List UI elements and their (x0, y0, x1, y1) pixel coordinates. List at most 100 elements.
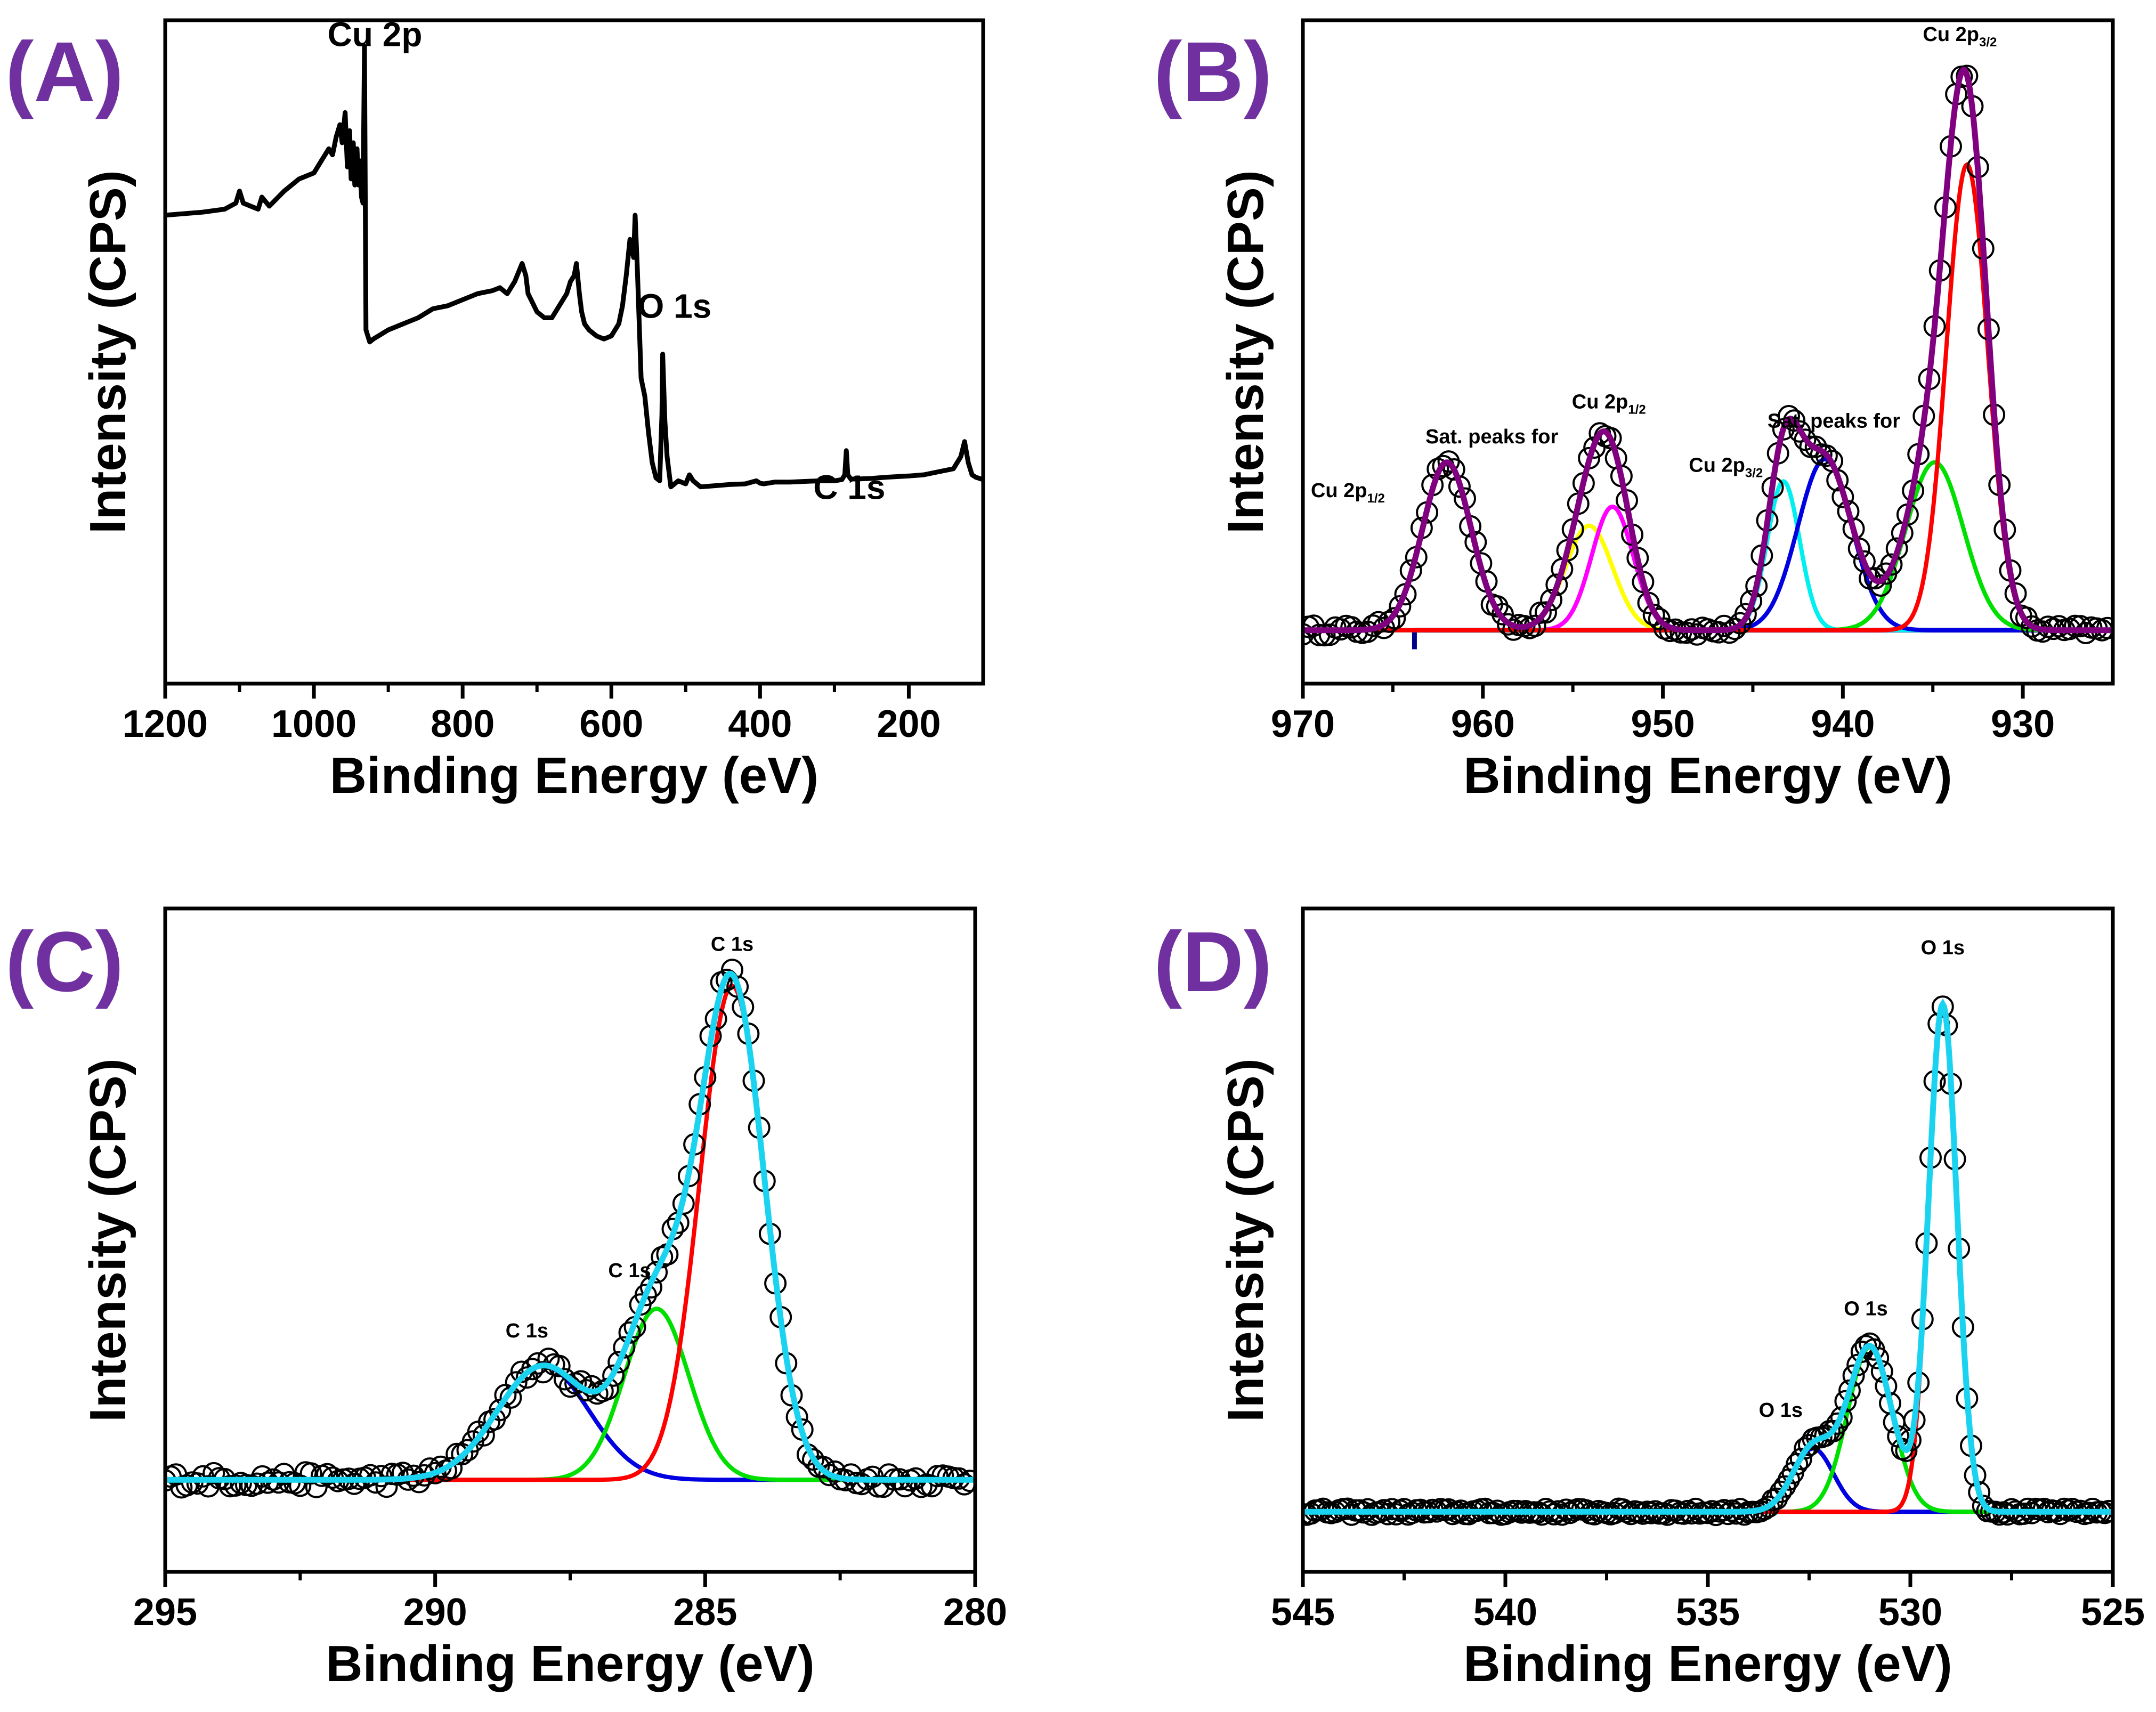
annotations: C 1s C 1s C 1s (506, 934, 753, 1342)
panel-d: 545 540 535 530 525 Binding Energy (eV) Intens… (1154, 906, 2145, 1692)
raw-point (1815, 444, 1838, 467)
peak-annotation: Cu 2p1/2 (1311, 480, 1385, 506)
panel-label-a: (A) (5, 24, 124, 119)
annotation-subscript: 1/2 (1367, 491, 1385, 506)
panel-a: 1200 1000 800 600 400 200 Binding Energy (eV) I… (5, 15, 985, 804)
component-yellow (1303, 523, 2113, 632)
raw-point (850, 1473, 873, 1496)
raw-point (246, 1472, 269, 1495)
component-green (165, 1307, 975, 1482)
annotation-text: O 1s (638, 287, 712, 326)
raw-point (1540, 589, 1563, 611)
raw-point (721, 959, 743, 981)
peak-annotation: Cu 2p3/2 (1689, 455, 1763, 481)
x-tick-label: 530 (1878, 1591, 1942, 1634)
panel-label-b: (B) (1154, 24, 1272, 119)
y-axis-title: Intensity (CPS) (1217, 1058, 1274, 1422)
x-tick-label: 1000 (271, 703, 356, 745)
peak-annotation: Cu 2p3/2 (1923, 23, 1997, 50)
x-tick-label: 535 (1676, 1591, 1740, 1634)
component-red (1303, 1001, 2113, 1514)
plot-frame (163, 18, 985, 686)
raw-point (2047, 615, 2070, 638)
raw-point (472, 1424, 495, 1447)
annotation-text: C 1s (608, 1260, 651, 1282)
raw-point (299, 1462, 322, 1485)
plot-area-d (1303, 995, 2113, 1527)
raw-point (726, 975, 749, 998)
raw-point (1867, 1346, 1890, 1369)
raw-point (505, 1371, 528, 1394)
raw-point (1734, 603, 1757, 626)
raw-point (316, 1463, 338, 1486)
peak-annotation: Cu 2p (328, 15, 423, 54)
annotation-text: O 1s (1844, 1298, 1887, 1320)
x-axis: 1200 1000 800 600 400 200 (123, 684, 941, 745)
peak-annotation: Cu 2p1/2 (1572, 391, 1646, 417)
x-tick-label: 280 (943, 1591, 1007, 1634)
plot-frame (1301, 906, 2115, 1574)
peak-annotation: C 1s (813, 468, 885, 506)
x-tick-label: 285 (673, 1591, 737, 1634)
raw-point (1789, 1448, 1812, 1471)
x-tick-label: 930 (1991, 703, 2055, 745)
annotation-subscript: 3/2 (1979, 35, 1997, 50)
raw-point (1846, 1353, 1869, 1376)
peak-annotation: Sat. peaks for (1768, 410, 1900, 432)
plot-area-b (1303, 64, 2113, 650)
raw-point (1826, 1412, 1849, 1435)
x-tick-label: 290 (403, 1591, 467, 1634)
annotation-text: C 1s (506, 1320, 548, 1342)
x-axis: 970 960 950 940 930 (1271, 684, 2055, 745)
component-green (1303, 460, 2113, 632)
component-green (1303, 1345, 2113, 1514)
x-tick-label: 970 (1271, 703, 1335, 745)
annotation-text: C 1s (711, 934, 753, 956)
raw-point (634, 1284, 657, 1307)
annotation-text: C 1s (813, 468, 885, 506)
x-tick-label: 600 (579, 703, 643, 745)
peak-annotation: O 1s (1844, 1298, 1887, 1320)
plot-area-c (165, 959, 975, 1499)
y-axis-title: Intensity (CPS) (1217, 170, 1274, 534)
raw-point (1850, 1341, 1873, 1363)
x-tick-label: 545 (1271, 1591, 1335, 1634)
raw-point (370, 1465, 393, 1488)
x-axis: 545 540 535 530 525 (1271, 1572, 2145, 1634)
annotation-subscript: 1/2 (1628, 403, 1646, 417)
raw-point (202, 1462, 225, 1484)
panel-label-d: (D) (1154, 914, 1272, 1009)
annotation-text: O 1s (1759, 1399, 1803, 1422)
raw-point (1880, 553, 1903, 576)
peak-annotation: Sat. peaks for (1425, 426, 1558, 448)
raw-point (1757, 1495, 1780, 1518)
raw-point (1491, 603, 1514, 626)
raw-point (1535, 601, 1557, 624)
panel-b: 970 960 950 940 930 Binding Energy (eV) Intens… (1154, 18, 2115, 804)
x-tick-label: 400 (728, 703, 792, 745)
raw-point (1303, 623, 1314, 646)
raw-point (359, 1464, 382, 1487)
raw-point (251, 1465, 274, 1488)
annotation-text: Cu 2p (1572, 391, 1628, 413)
raw-point (186, 1472, 209, 1495)
x-tick-label: 525 (2081, 1591, 2145, 1634)
annotation-text: Sat. peaks for (1768, 410, 1900, 432)
raw-data-points (165, 959, 975, 1499)
x-tick-label: 960 (1451, 703, 1515, 745)
annotation-text: Sat. peaks for (1425, 426, 1558, 448)
raw-point (1853, 550, 1876, 573)
y-axis-title: Intensity (CPS) (79, 1058, 136, 1422)
annotation-text: Cu 2p (328, 15, 423, 54)
peak-annotation: O 1s (1759, 1399, 1803, 1422)
envelope-fit (165, 970, 975, 1483)
y-axis-title: Intensity (CPS) (79, 170, 136, 534)
annotation-text: Cu 2p (1923, 23, 1979, 46)
raw-point (521, 1358, 544, 1381)
x-tick-label: 800 (431, 703, 495, 745)
raw-point (1778, 405, 1800, 427)
x-axis-title: Binding Energy (eV) (1463, 747, 1952, 804)
